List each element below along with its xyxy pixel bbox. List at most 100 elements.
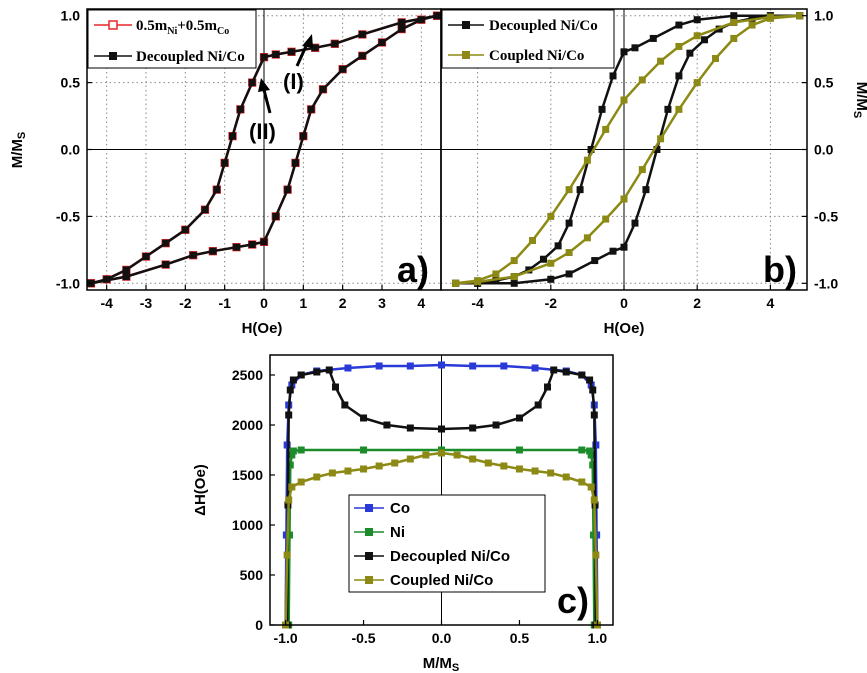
series-decoupled-ni-co-ascending-point bbox=[398, 25, 406, 33]
series-coupled-ni-co-point bbox=[469, 455, 477, 463]
series-coupled-ni-co-point bbox=[438, 449, 445, 457]
series-decoupled-ni-co-ascending-point bbox=[642, 186, 650, 194]
series-decoupled-ni-co-point bbox=[289, 376, 297, 384]
legend-item-co: Co bbox=[354, 500, 410, 517]
annotation-II-text: (II) bbox=[249, 119, 276, 144]
y-tick-label: -0.5 bbox=[56, 208, 80, 224]
series-decoupled-ni-co-point bbox=[297, 371, 305, 379]
series-decoupled-ni-co-point bbox=[590, 411, 598, 419]
series-co-point bbox=[531, 364, 539, 372]
series-decoupled-ni-co-ascending-point bbox=[122, 273, 130, 281]
panel-b-x-label: H(Oe) bbox=[604, 320, 645, 337]
series-coupled-ni-co-point bbox=[283, 551, 291, 559]
series-decoupled-ni-co-point bbox=[325, 366, 333, 374]
panel-c-y-label: ΔH(Oe) bbox=[192, 464, 209, 516]
series-decoupled-ni-co-ascending-point bbox=[248, 241, 256, 249]
series-coupled-ni-co-ascending-point bbox=[766, 14, 774, 22]
y-tick-label: 0.5 bbox=[61, 75, 81, 91]
series-coupled-ni-co-point bbox=[285, 496, 293, 504]
panel-b-series bbox=[452, 12, 804, 287]
panel-a-series bbox=[86, 11, 442, 288]
series-decoupled-ni-co-point bbox=[438, 425, 445, 433]
panel-c-legend: Co Ni Decoupled Ni/Co Coupled Ni/Co bbox=[348, 494, 546, 593]
x-tick-label: -2 bbox=[545, 295, 558, 311]
series-decoupled-ni-co-descending-point bbox=[693, 16, 701, 24]
legend-decoupled-b-marker bbox=[462, 21, 470, 29]
x-tick-label: 2 bbox=[693, 295, 701, 311]
series-coupled-ni-co-descending-point bbox=[547, 212, 555, 220]
series-co-point bbox=[344, 364, 352, 372]
series-decoupled-ni-co-descending-point bbox=[587, 146, 595, 153]
series-decoupled-ni-co-ascending-point bbox=[620, 243, 628, 251]
series-decoupled-ni-co-ascending-point bbox=[209, 247, 217, 255]
series-coupled-ni-co-descending-point bbox=[730, 18, 738, 26]
series-coupled-ni-co-point bbox=[375, 462, 383, 470]
series-coupled-ni-co-descending-point bbox=[693, 32, 701, 40]
series-coupled-ni-co-point bbox=[562, 473, 570, 481]
series-coupled-ni-co-descending-point bbox=[602, 125, 610, 133]
series-decoupled-ni-co-ascending-point bbox=[653, 146, 661, 153]
series-decoupled-ni-co-descending-point bbox=[181, 226, 189, 234]
series-decoupled-ni-co-point bbox=[589, 386, 597, 394]
series-coupled-ni-co-point bbox=[391, 459, 399, 467]
legend-decoupled-c-label: Decoupled Ni/Co bbox=[390, 548, 510, 565]
panel-c-x-label: M/MS bbox=[423, 655, 460, 673]
series-decoupled-ni-co-descending-point bbox=[609, 72, 617, 80]
series-decoupled-ni-co-descending-point bbox=[576, 186, 584, 194]
series-decoupled-ni-co-point bbox=[515, 414, 523, 422]
legend-mix-label: 0.5mNi+0.5mCo bbox=[136, 18, 229, 37]
series-decoupled-ni-co-descending-point bbox=[201, 206, 209, 214]
legend-item-coupled-c: Coupled Ni/Co bbox=[354, 572, 493, 589]
series-decoupled-ni-co-descending-point bbox=[554, 242, 562, 250]
legend-decoupled-c-marker bbox=[365, 552, 373, 560]
series-decoupled-ni-co-point bbox=[550, 366, 558, 374]
series-coupled-ni-co-ascending-point bbox=[565, 249, 573, 257]
annotation-II-arrow-head bbox=[258, 78, 270, 92]
panel-a-legend: 0.5mNi+0.5mCo Decoupled Ni/Co bbox=[87, 9, 257, 69]
series-coupled-ni-co-point bbox=[422, 451, 430, 459]
series-coupled-ni-co-point bbox=[297, 478, 305, 486]
x-tick-label: -0.5 bbox=[351, 630, 375, 646]
series-coupled-ni-co-point bbox=[592, 551, 600, 559]
panel-a: -4 -3 -2 -1 0 1 2 3 4 -1.0 -0.5 0.0 0.5 1.0 H(Oe) M/M… bbox=[9, 8, 442, 337]
legend-item-decoupled-b: Decoupled Ni/Co bbox=[448, 18, 598, 34]
panel-c: -1.0 -0.5 0.0 0.5 1.0 0 500 1000 1500 2000 2500 ΔH… bbox=[192, 354, 614, 673]
legend-coupled-c-marker bbox=[365, 576, 373, 584]
x-tick-label: -2 bbox=[179, 295, 192, 311]
series-decoupled-ni-co-ascending-point bbox=[232, 243, 240, 251]
series-coupled-ni-co-descending-point bbox=[675, 42, 683, 50]
panel-b-legend-box bbox=[441, 9, 615, 69]
series-decoupled-ni-co-point bbox=[285, 411, 293, 419]
legend-coupled-b-label: Coupled Ni/Co bbox=[489, 48, 584, 64]
legend-mix-marker bbox=[108, 20, 118, 30]
series-decoupled-ni-co-descending-point bbox=[492, 277, 500, 285]
series-co-point bbox=[375, 362, 383, 370]
y-tick-label: 1500 bbox=[232, 467, 263, 483]
panel-b-label: b) bbox=[763, 249, 797, 290]
series-coupled-ni-co-ascending-point bbox=[474, 278, 482, 286]
series-decoupled-ni-co-ascending-point bbox=[307, 105, 315, 113]
series-decoupled-ni-co-point bbox=[534, 401, 542, 409]
series-coupled-ni-co-ascending-point bbox=[693, 79, 701, 87]
series-decoupled-ni-co-ascending-point bbox=[339, 65, 347, 73]
series-ni-point bbox=[289, 447, 297, 455]
series-coupled-ni-co-descending-point bbox=[529, 236, 536, 244]
series-ni-point bbox=[590, 531, 598, 539]
series-coupled-ni-co-descending-point bbox=[657, 57, 665, 65]
annotation-I-text: (I) bbox=[283, 69, 304, 94]
series-ni-point bbox=[515, 446, 523, 454]
series-decoupled-ni-co-point bbox=[586, 376, 594, 384]
series-decoupled-ni-co-descending-point bbox=[631, 44, 639, 52]
panel-b-legend: Decoupled Ni/Co Coupled Ni/Co bbox=[441, 9, 615, 69]
series-decoupled-ni-co-ascending-point bbox=[547, 275, 555, 283]
series-decoupled-ni-co-ascending-point bbox=[631, 219, 639, 227]
legend-item-decoupled-a: Decoupled Ni/Co bbox=[94, 49, 245, 65]
series-decoupled-ni-co-point bbox=[360, 414, 368, 422]
y-tick-label: 1000 bbox=[232, 517, 263, 533]
legend-item-mix: 0.5mNi+0.5mCo bbox=[94, 18, 229, 37]
series-co-point bbox=[406, 362, 414, 370]
series-decoupled-ni-co-ascending-point bbox=[291, 159, 299, 167]
series-coupled-ni-co-point bbox=[484, 459, 492, 467]
series-coupled-ni-co-ascending-point bbox=[675, 105, 683, 113]
y-tick-label: 0.5 bbox=[814, 75, 834, 91]
